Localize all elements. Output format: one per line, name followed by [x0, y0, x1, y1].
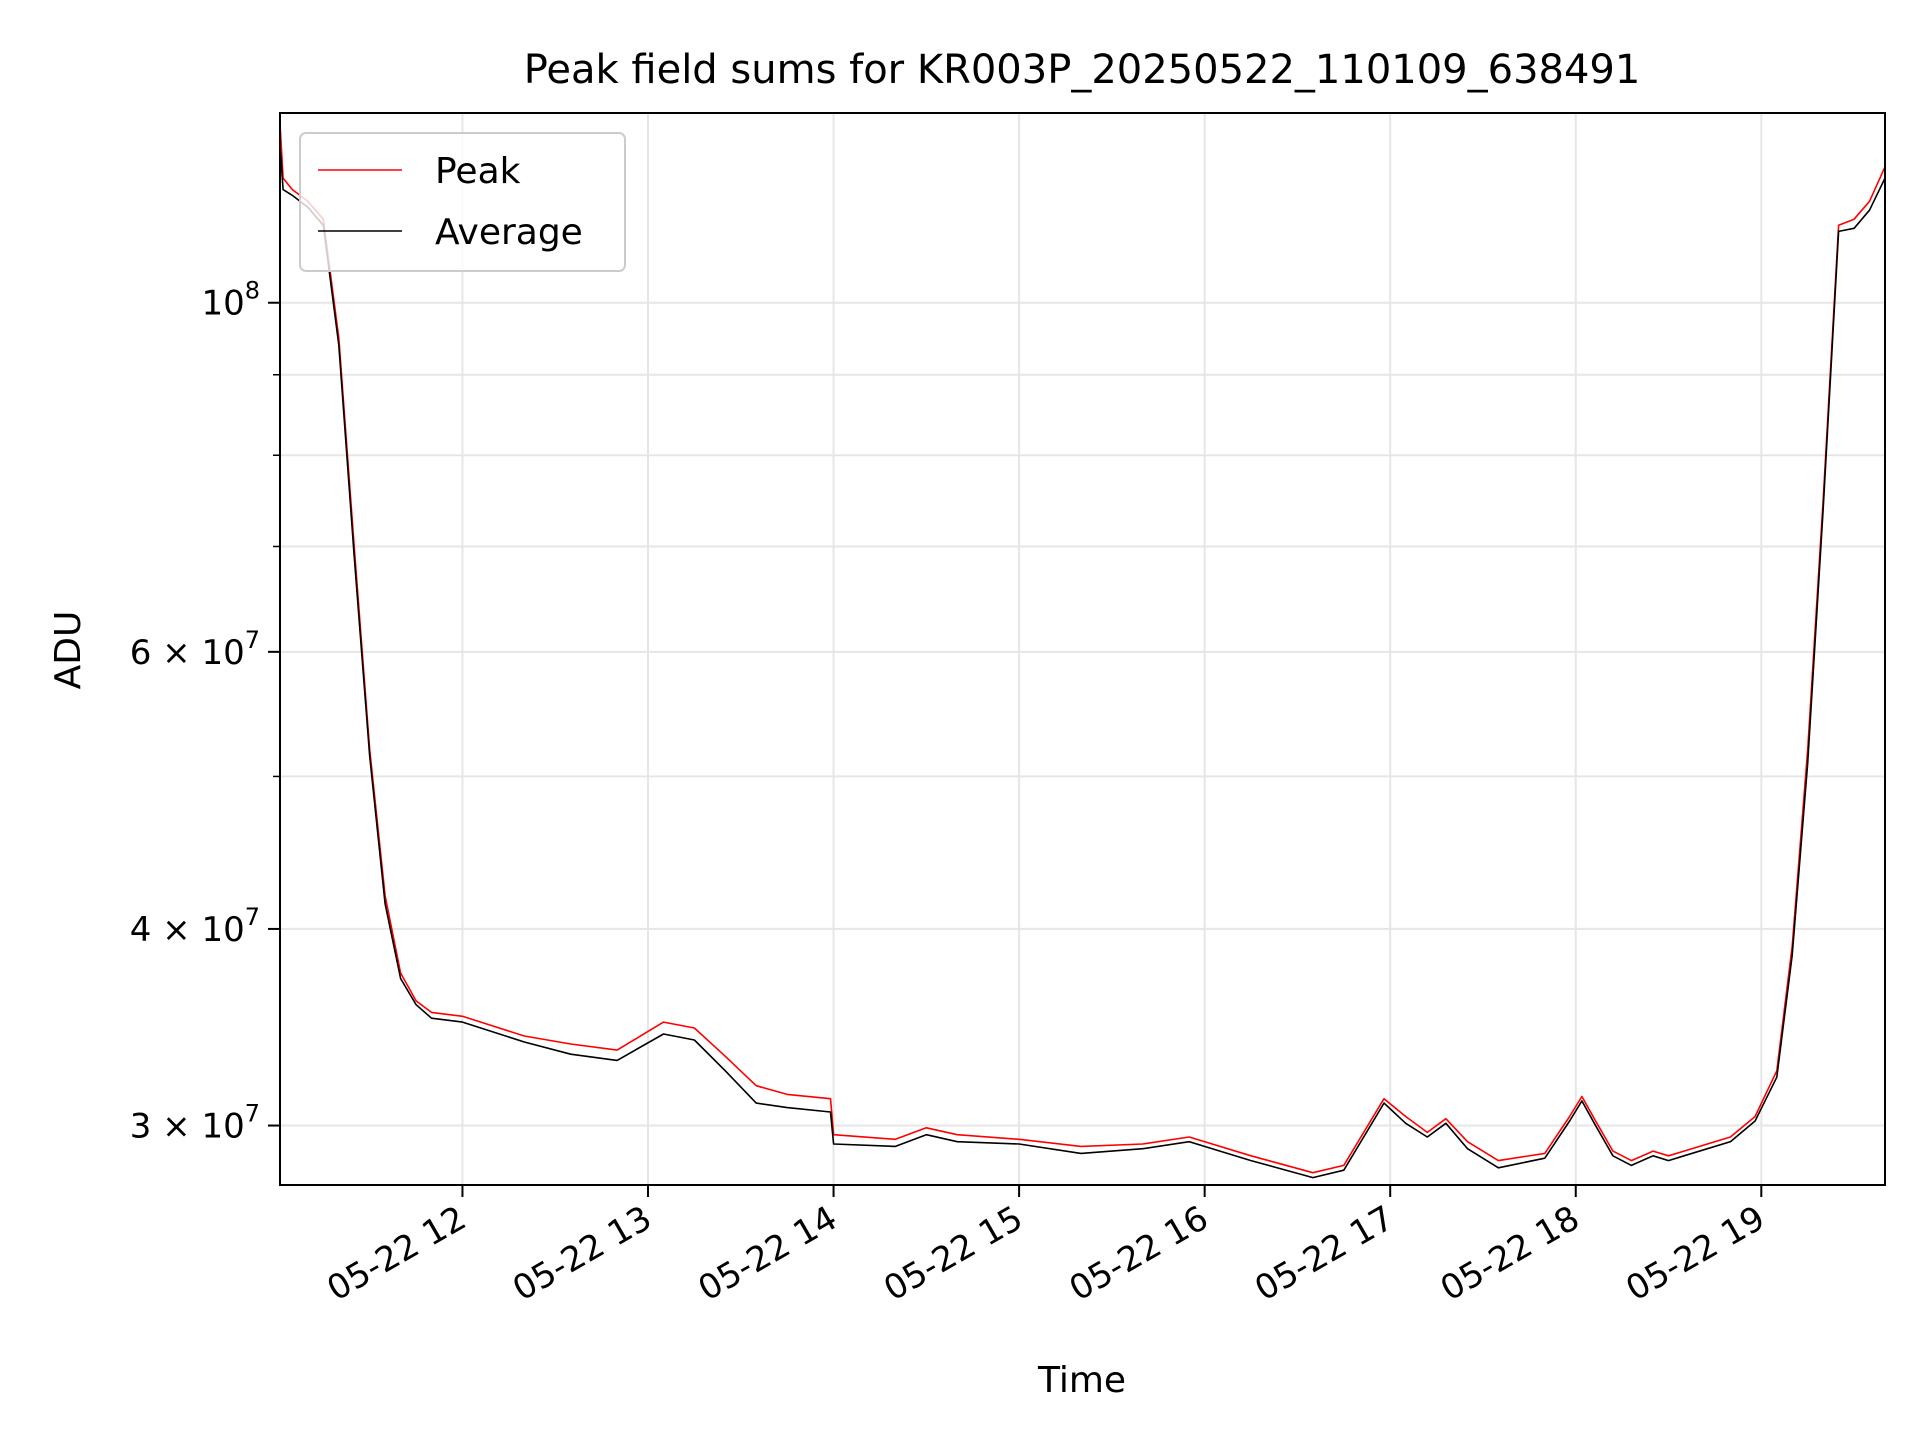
- legend: Peak Average: [299, 132, 626, 272]
- y-axis: 108 6 × 107 4 × 107 3 × 107: [130, 277, 280, 1147]
- chart-title: Peak field sums for KR003P_20250522_1101…: [524, 47, 1641, 93]
- x-axis-label: Time: [1037, 1360, 1126, 1401]
- legend-average-label: Average: [435, 212, 583, 253]
- x-tick-label: 05-22 17: [1248, 1198, 1400, 1309]
- x-tick-label: 05-22 14: [692, 1198, 844, 1309]
- y-tick-label: 3 × 107: [130, 1100, 260, 1147]
- y-tick-label: 6 × 107: [130, 626, 260, 673]
- y-axis-label: ADU: [48, 611, 89, 690]
- legend-peak-label: Peak: [435, 151, 521, 192]
- x-tick-label: 05-22 15: [877, 1198, 1029, 1309]
- series-line-peak: [279, 123, 1886, 1174]
- x-tick-label: 05-22 12: [321, 1198, 473, 1309]
- plot-frame: [279, 112, 1886, 1186]
- legend-box: [299, 132, 626, 272]
- y-tick-label: 108: [201, 277, 260, 324]
- series-line-average: [279, 144, 1886, 1179]
- plot-area: [279, 123, 1886, 1179]
- y-tick-label: 4 × 107: [130, 903, 260, 950]
- x-axis: 05-22 12 05-22 13 05-22 14 05-22 15 05-22 16…: [321, 1185, 1772, 1309]
- x-tick-label: 05-22 13: [506, 1198, 658, 1309]
- x-tick-label: 05-22 18: [1434, 1198, 1586, 1309]
- grid: [280, 113, 1885, 1185]
- x-tick-label: 05-22 16: [1063, 1198, 1215, 1309]
- x-tick-label: 05-22 19: [1619, 1198, 1771, 1309]
